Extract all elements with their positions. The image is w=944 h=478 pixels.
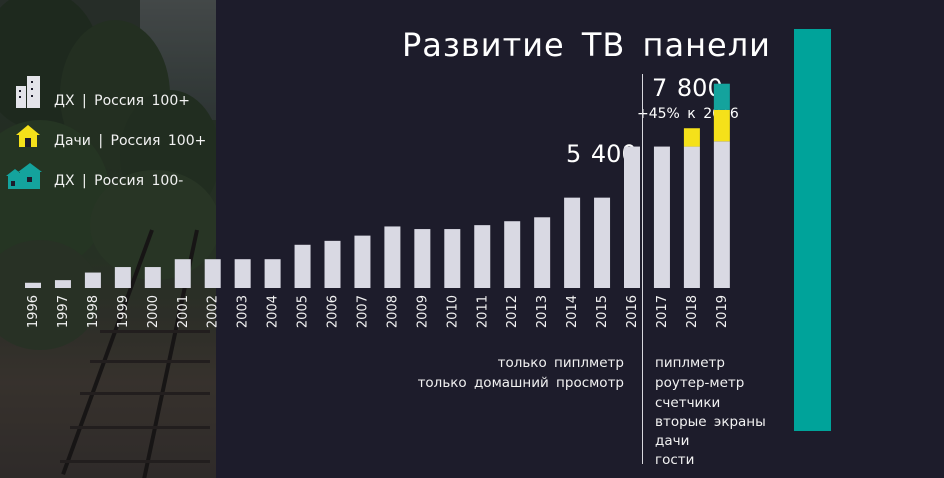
x-tick-label-2002: 2002 [206,295,221,328]
x-tick-label-2000: 2000 [146,295,161,328]
legend-label-city: ДХ | Россия 100+ [54,93,190,109]
x-tick-label-1998: 1998 [86,295,101,328]
bar-dh-100plus-2002 [204,259,221,288]
bar-dh-100plus-1999 [114,267,131,288]
x-tick-label-2003: 2003 [236,295,251,328]
x-tick-label-2011: 2011 [475,295,490,328]
legend-label-dachi: Дачи | Россия 100+ [54,133,207,149]
bar-dh-100plus-2001 [174,259,191,288]
bar-dh-100plus-2005 [294,244,311,288]
note-after-3: счетчики [655,395,721,411]
x-tick-label-2013: 2013 [535,295,550,328]
bar-dh-100plus-2008 [384,226,401,288]
bar-dh-100plus-2003 [234,259,251,288]
note-after-6: гости [655,452,695,468]
x-tick-label-2007: 2007 [355,295,370,328]
period-divider-line [642,74,643,464]
bar-dh-100plus-2010 [444,229,461,288]
bar-dh-100plus-2015 [594,197,611,288]
houses-icon [6,163,42,189]
bar-dh-100plus-2019 [713,141,730,288]
x-tick-label-2010: 2010 [445,295,460,328]
note-before-2: только домашний просмотр [417,375,624,391]
bar-dh-100plus-2013 [534,217,551,288]
bar-dh-100plus-1996 [25,282,41,288]
x-tick-label-2014: 2014 [565,295,580,328]
legend-label-houses: ДХ | Россия 100- [54,173,184,189]
x-tick-label-2001: 2001 [176,295,191,328]
bar-dh-100plus-2009 [414,229,431,288]
note-after-1: пиплметр [655,355,725,371]
x-tick-label-2008: 2008 [385,295,400,328]
x-tick-label-2015: 2015 [595,295,610,328]
bar-dh-100plus-2017 [653,146,670,288]
x-tick-label-2019: 2019 [715,295,730,328]
x-tick-label-2006: 2006 [326,295,341,328]
x-tick-label-2004: 2004 [266,295,281,328]
bar-dh-100plus-2012 [504,221,521,288]
bar-dh-100plus-2014 [564,197,581,288]
bar-dh-100plus-1997 [54,280,71,288]
bar-dh-100plus-2016 [624,146,640,288]
callout-2019-value: 7 800 [652,74,723,102]
note-after-2: роутер-метр [655,375,745,391]
bar-dh-100plus-2018 [683,146,700,288]
bar-dh-100plus-2011 [474,225,491,288]
bar-dh-100plus-1998 [84,272,101,288]
note-after-4: вторые экраны [655,414,766,430]
x-tick-label-2012: 2012 [505,295,520,328]
slide-title: Развитие ТВ панели [402,26,771,64]
x-tick-label-2018: 2018 [685,295,700,328]
note-after-5: дачи [655,433,690,449]
x-tick-label-2005: 2005 [296,295,311,328]
bar-dh-100plus-2000 [144,267,161,288]
x-tick-label-2017: 2017 [655,295,670,328]
bar-dh-100minus-2019 [713,83,730,110]
bar-dh-100plus-2004 [264,259,281,288]
railway-background-photo [0,0,216,478]
callout-growth: +45% к 2016 [637,106,739,122]
teal-side-panel [794,29,831,431]
x-tick-label-1997: 1997 [56,295,71,328]
country-house-icon [16,125,40,147]
bar-dachi-2019 [713,109,730,142]
x-tick-label-2016: 2016 [625,295,640,328]
city-buildings-icon [16,76,40,108]
x-tick-label-1996: 1996 [26,295,41,328]
bar-dh-100plus-2006 [324,240,341,288]
note-before-1: только пиплметр [497,355,624,371]
bar-dh-100plus-2007 [354,235,371,288]
x-tick-label-1999: 1999 [116,295,131,328]
bar-dachi-2018 [683,128,700,147]
x-tick-label-2009: 2009 [415,295,430,328]
